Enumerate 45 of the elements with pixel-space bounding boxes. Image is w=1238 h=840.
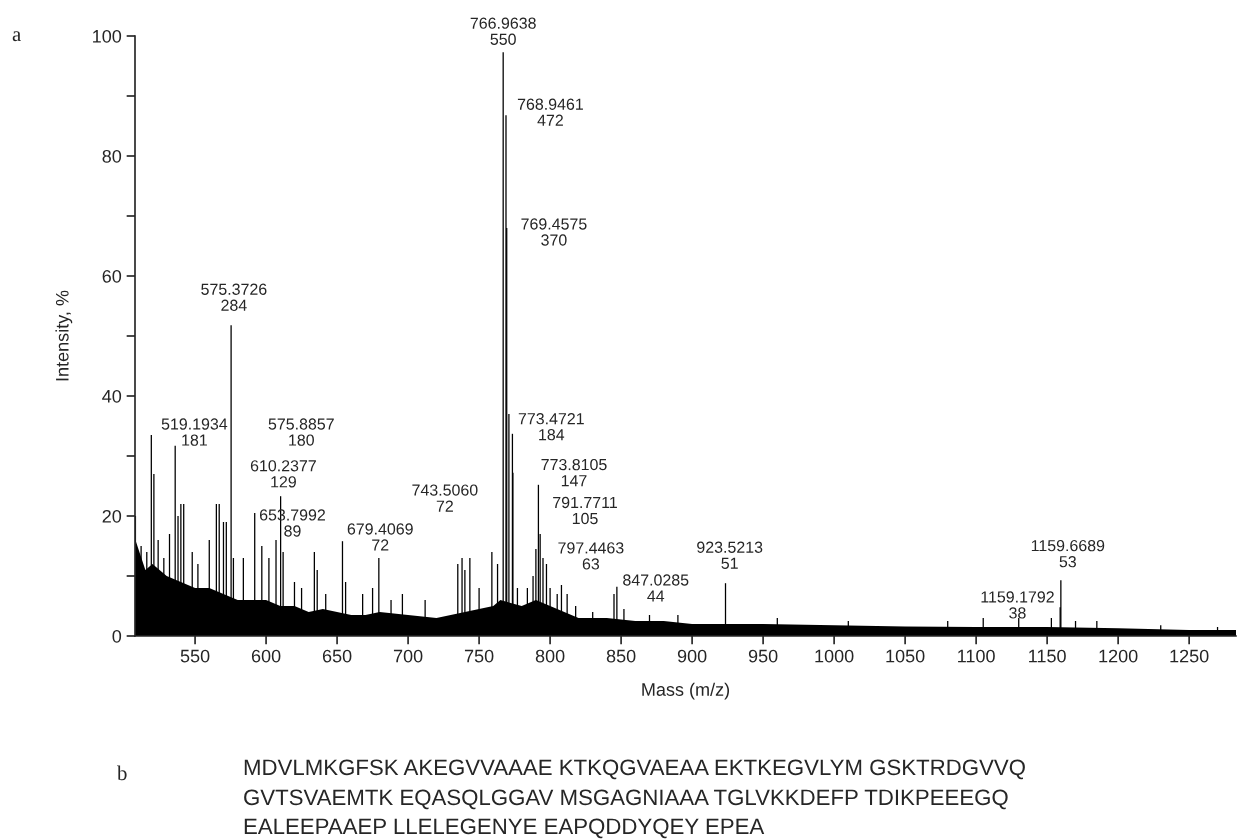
- text: GVTSVAEMTK EQASQLGGAV MSGAGNIAAA TGLVKKDEFP TDIKPEEEGQ: [244, 789, 1008, 810]
- annotation: 610.2377 129: [250, 460, 316, 488]
- x-tick-label: 550: [180, 649, 210, 663]
- annotation: 773.8105 147: [541, 458, 607, 487]
- x-tick-label: 800: [535, 649, 565, 663]
- x-tick-label: 1050: [886, 649, 925, 663]
- annotation: 743.5060 72: [412, 484, 478, 512]
- text: EALEEPAAEP LLELEGENYE EAPQDDYQEY EPEA: [244, 818, 765, 839]
- annotation: 773.4721 184: [518, 413, 584, 441]
- y-tick-label: 20: [102, 509, 122, 523]
- annotation: 847.0285 44: [623, 574, 689, 602]
- annotation: 769.4575 370: [521, 218, 587, 246]
- annotation: 575.3726 284: [201, 283, 267, 311]
- annotation: 679.4069 72: [347, 523, 413, 551]
- text: MDVLMKGFSK AKEGVVAAAE KTKQGVAEAA EKTKEGVLYM GSKTRDGVVQ: [244, 759, 1025, 780]
- x-tick-label: 700: [393, 649, 423, 663]
- y-tick-label: 80: [102, 149, 122, 163]
- x-tick-label: 900: [677, 649, 707, 663]
- x-tick-label: 1100: [958, 649, 995, 663]
- y-tick-label: 0: [112, 629, 122, 643]
- x-tick-label: 950: [748, 649, 778, 663]
- annotation: 768.9461 472: [517, 98, 583, 126]
- text: b: [117, 765, 127, 781]
- y-tick-label: 40: [102, 389, 122, 403]
- x-tick-label: 1200: [1099, 649, 1138, 663]
- annotation: 791.7711 105: [553, 496, 617, 525]
- x-tick-label: 1250: [1170, 649, 1209, 663]
- x-tick-label: 600: [251, 649, 281, 663]
- x-tick-label: 1000: [815, 649, 854, 663]
- text: a: [12, 31, 21, 42]
- y-tick-label: 100: [93, 29, 122, 43]
- annotation: 797.4463 63: [558, 542, 624, 570]
- annotation: 519.1934 181: [161, 418, 228, 446]
- x-axis-title: Mass (m/z): [642, 682, 730, 700]
- y-axis-title: Intensity, %: [55, 290, 73, 381]
- annotation: 766.9638 550: [470, 17, 536, 45]
- annotation: 1159.1792 38: [981, 591, 1054, 619]
- x-tick-label: 650: [322, 649, 352, 663]
- annotation: 1159.6689 53: [1031, 539, 1105, 568]
- x-tick-label: 1150: [1029, 649, 1066, 663]
- annotation: 575.8857 180: [268, 418, 334, 446]
- y-tick-label: 60: [102, 269, 122, 283]
- x-tick-label: 750: [464, 649, 494, 663]
- annotation: 923.5213 51: [697, 541, 763, 569]
- x-tick-label: 850: [606, 649, 636, 663]
